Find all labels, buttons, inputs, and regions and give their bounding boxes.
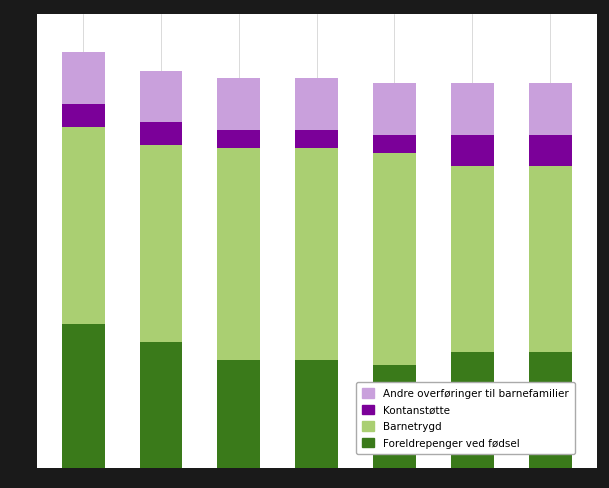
Bar [62, 53, 105, 105]
Bar [62, 324, 105, 468]
Bar [451, 84, 494, 136]
Bar [373, 366, 416, 468]
Bar [373, 136, 416, 154]
Bar [139, 123, 183, 146]
Bar [451, 136, 494, 167]
Bar [217, 79, 260, 131]
Bar [295, 149, 338, 360]
Bar [217, 360, 260, 468]
Bar [529, 136, 571, 167]
Bar [139, 342, 183, 468]
Bar [373, 84, 416, 136]
Bar [139, 71, 183, 123]
Bar [451, 352, 494, 468]
Bar [62, 105, 105, 128]
Bar [529, 84, 571, 136]
Bar [451, 167, 494, 352]
Bar [217, 131, 260, 149]
Bar [373, 154, 416, 366]
Bar [295, 79, 338, 131]
Bar [62, 128, 105, 324]
Bar [217, 149, 260, 360]
Bar [529, 352, 571, 468]
Bar [529, 167, 571, 352]
Legend: Andre overføringer til barnefamilier, Kontanstøtte, Barnetrygd, Foreldrepenger v: Andre overføringer til barnefamilier, Ko… [356, 382, 575, 454]
Bar [295, 131, 338, 149]
Bar [139, 146, 183, 342]
Bar [295, 360, 338, 468]
